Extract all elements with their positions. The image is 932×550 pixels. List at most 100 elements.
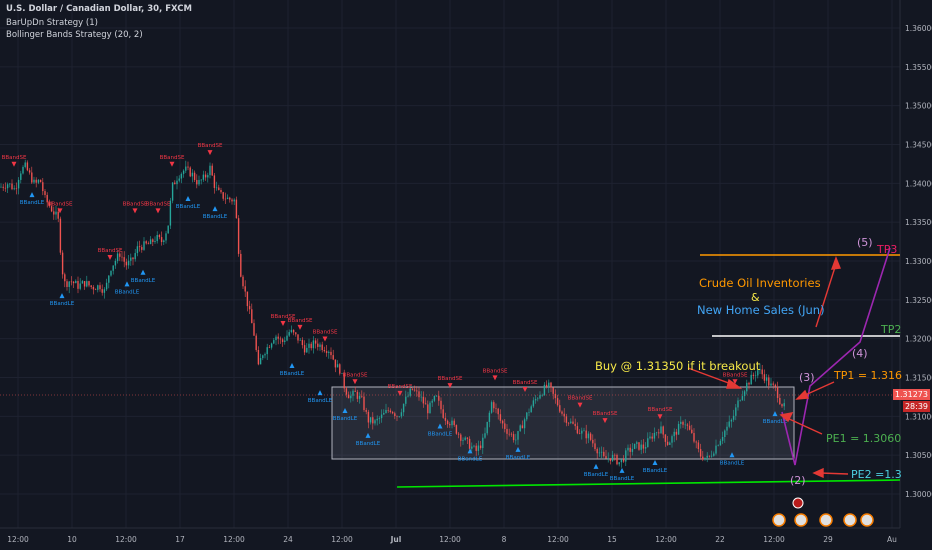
candle-body <box>517 431 519 440</box>
candle-body <box>273 340 275 344</box>
short-entry-arrow <box>522 387 528 393</box>
short-entry-label: BBandSE <box>568 396 593 402</box>
candle-body <box>299 339 301 341</box>
candle-body <box>770 383 772 386</box>
candle-body <box>772 383 774 385</box>
candle-body <box>732 415 735 420</box>
candle-body <box>695 441 697 443</box>
candle-body <box>471 446 473 449</box>
candle-body <box>757 370 759 376</box>
candle-body <box>653 433 656 439</box>
candle-body <box>141 247 143 250</box>
candle-body <box>774 384 777 387</box>
candle-body <box>105 282 108 290</box>
projected-wave-path[interactable] <box>781 247 891 466</box>
candle-body <box>528 412 530 413</box>
time-tick-label: 17 <box>175 535 185 544</box>
candle-body <box>253 323 255 336</box>
candle-body <box>640 444 642 450</box>
short-entry-arrow <box>107 255 113 260</box>
candle-body <box>48 202 51 207</box>
candle-body <box>297 334 299 341</box>
candle-body <box>317 343 319 347</box>
economic-event-icons[interactable] <box>772 497 874 527</box>
candle-body <box>693 433 695 442</box>
candle-body <box>22 166 24 174</box>
candle-body <box>660 426 662 434</box>
candle-body <box>385 409 387 413</box>
candle-body <box>50 206 53 212</box>
candle-body <box>578 433 581 434</box>
candle-body <box>367 411 370 423</box>
candle-body <box>328 351 330 353</box>
price-axis[interactable]: 1.36000 1.35500 1.35000 1.34500 1.34000 1.335… <box>899 0 932 528</box>
long-entry-label: BBandLE <box>131 278 156 284</box>
candle-body <box>442 409 444 418</box>
time-tick-label: 22 <box>715 535 725 544</box>
support-trendline[interactable] <box>396 479 901 488</box>
candle-body <box>460 434 462 441</box>
candle-body <box>0 186 2 188</box>
candle-body <box>189 167 191 177</box>
candle-body <box>127 260 130 266</box>
candle-body <box>644 447 647 449</box>
long-entry-label: BBandLE <box>50 301 75 307</box>
long-entry-arrow <box>124 281 130 287</box>
candle-body <box>264 354 266 356</box>
candle-body <box>277 336 279 339</box>
candle-body <box>446 420 449 425</box>
candle-body <box>240 253 242 277</box>
candle-body <box>231 199 233 202</box>
candle-body <box>594 443 596 450</box>
short-entry-arrow <box>492 375 498 381</box>
price-tick-label: 1.33500 <box>905 218 932 227</box>
candle-body <box>708 455 711 457</box>
candle-body <box>776 386 779 398</box>
candle-body <box>86 281 88 287</box>
candle-body <box>356 391 359 399</box>
candle-body <box>620 459 623 463</box>
candle-body <box>422 396 425 404</box>
candle-body <box>42 182 44 192</box>
short-entry-label: BBandSE <box>648 407 673 413</box>
candle-body <box>658 432 660 434</box>
candle-body <box>407 395 409 397</box>
candle-body <box>418 391 420 398</box>
tp2-label: TP2 <box>880 323 901 336</box>
candle-body <box>779 397 781 405</box>
candle-body <box>739 400 741 401</box>
candle-body <box>600 451 603 453</box>
indicator-bollinger[interactable]: Bollinger Bands Strategy (20, 2) <box>6 30 143 40</box>
candle-body <box>376 418 378 421</box>
candle-body <box>603 451 605 457</box>
candle-body <box>143 241 145 250</box>
candle-body <box>279 338 282 340</box>
candle-body <box>374 420 376 424</box>
time-tick-label: Au <box>887 535 897 544</box>
candle-body <box>457 433 460 435</box>
time-tick-label: 12:00 <box>115 535 137 544</box>
long-entry-arrow <box>467 448 473 454</box>
candle-body <box>629 447 631 452</box>
time-tick-label: 24 <box>283 535 293 544</box>
news-new-home-sales: New Home Sales (Jun) <box>697 303 825 317</box>
indicator-barupdn[interactable]: BarUpDn Strategy (1) <box>6 18 98 28</box>
candle-body <box>369 417 372 423</box>
candle-body <box>684 424 686 426</box>
candle-body <box>119 253 121 257</box>
candle-body <box>706 455 708 458</box>
candle-body <box>614 454 616 456</box>
candle-body <box>352 390 354 396</box>
time-axis[interactable]: 12:00 10 12:00 17 12:00 24 12:00 Jul 12:00 8 12:00… <box>0 527 900 544</box>
candle-body <box>211 165 213 176</box>
candle-body <box>453 420 455 426</box>
candle-body <box>389 410 392 412</box>
candle-body <box>116 253 119 261</box>
candle-body <box>664 434 667 442</box>
candle-body <box>424 403 427 405</box>
candle-body <box>361 395 363 397</box>
candle-body <box>605 456 607 459</box>
consolidation-range-box[interactable] <box>331 386 795 460</box>
candle-body <box>508 433 510 435</box>
